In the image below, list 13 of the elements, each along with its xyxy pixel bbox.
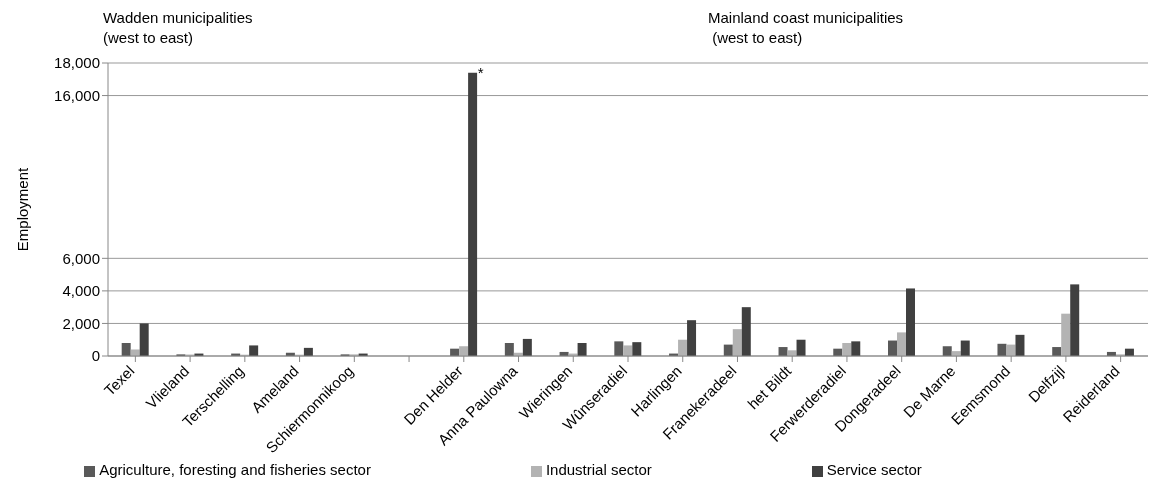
- y-tick-label: 18,000: [54, 54, 100, 72]
- y-tick-label: 2,000: [62, 314, 100, 332]
- legend-label: Industrial sector: [545, 461, 652, 478]
- text: Wadden municipalities (west to east): [103, 8, 253, 48]
- y-axis-title: Employment: [14, 166, 32, 252]
- legend-label: Agriculture, foresting and fisheries sector: [99, 461, 371, 478]
- y-tick-label: 16,000: [54, 86, 100, 104]
- y-tick-label: 4,000: [62, 282, 100, 300]
- legend-label: Service sector: [826, 461, 922, 478]
- y-tick-label: 0: [91, 347, 100, 365]
- annotation: *: [477, 64, 484, 82]
- y-tick-label: 6,000: [62, 249, 100, 267]
- text: Mainland coast municipalities (west to east): [708, 8, 904, 48]
